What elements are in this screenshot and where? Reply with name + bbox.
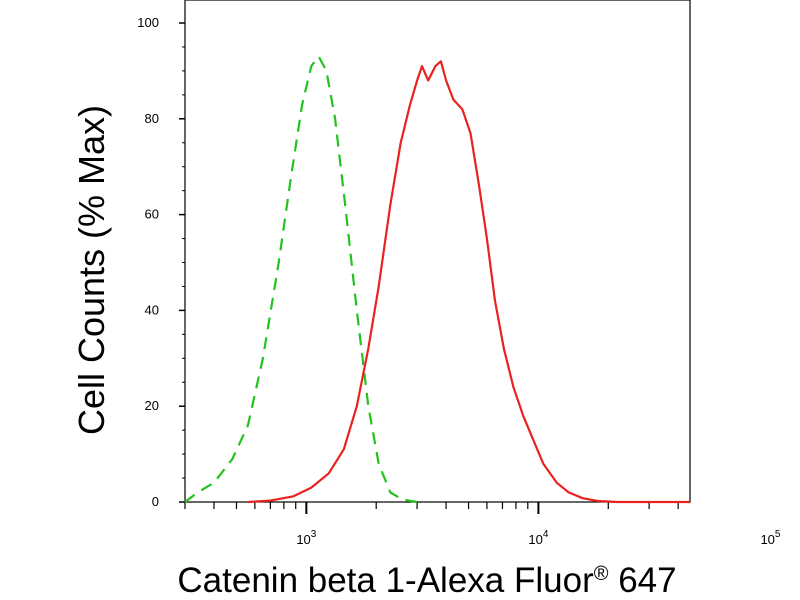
plot-frame <box>184 0 691 503</box>
series-layer <box>184 55 690 504</box>
x-axis-title-main: Catenin beta 1-Alexa Fluor <box>177 561 594 600</box>
plot-border <box>184 0 691 503</box>
y-axis-title: Cell Counts (% Max) <box>71 105 112 435</box>
x-tick-label: 103 <box>296 529 316 547</box>
x-tick-label: 105 <box>760 529 780 547</box>
x-axis-title: Catenin beta 1-Alexa Fluor® 647 <box>177 561 676 600</box>
y-tick-label: 40 <box>145 302 159 317</box>
catenin-beta-1-histogram-line <box>247 60 690 504</box>
y-tick-label: 100 <box>137 15 159 30</box>
x-axis: 103 104 105 <box>184 502 781 547</box>
isotype-control-histogram-line <box>184 55 418 504</box>
y-tick-label: 80 <box>145 111 159 126</box>
x-axis-title-suffix: 647 <box>608 561 676 600</box>
y-tick-label: 20 <box>145 398 159 413</box>
x-tick-label: 104 <box>528 529 548 547</box>
y-tick-label: 60 <box>145 207 159 222</box>
y-axis: 0 20 40 60 80 100 <box>137 15 185 509</box>
x-axis-title-registered-mark: ® <box>594 563 609 585</box>
y-tick-label: 0 <box>152 494 159 509</box>
